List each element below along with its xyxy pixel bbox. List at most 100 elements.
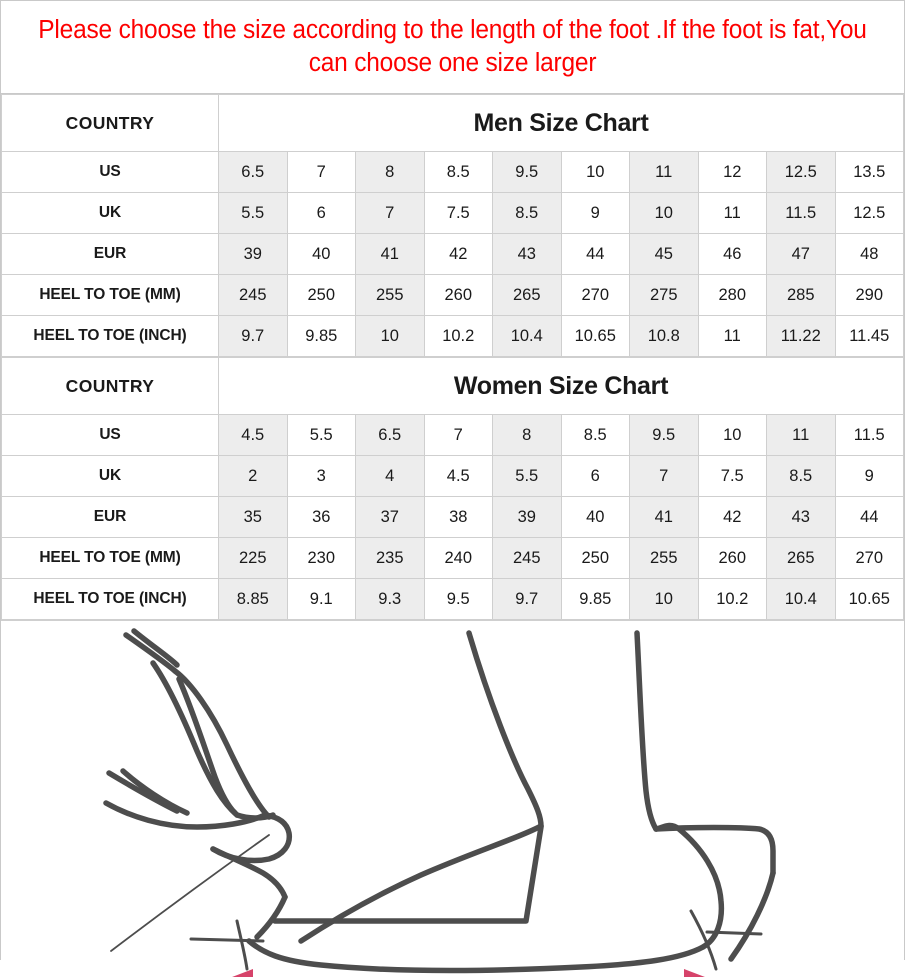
table-cell: 10 [697,414,767,456]
foot-diagram-svg: Foot Lenght [103,628,776,977]
table-cell: 5.5 [218,192,288,234]
table-cell: 10.8 [629,315,699,357]
table-cell: 8 [492,414,562,456]
row-label-us: US [1,414,219,456]
table-cell: 43 [492,233,562,275]
table-cell: 5.5 [286,414,356,456]
row-label-eur: EUR [1,496,219,538]
table-cell: 290 [834,274,904,316]
table-cell: 9.7 [492,578,562,620]
table-cell: 6 [286,192,356,234]
table-cell: 10 [629,192,699,234]
row-label-eur: EUR [1,233,219,275]
table-cell: 6 [560,455,630,497]
table-cell: 8.5 [560,414,630,456]
men-table-header-row: COUNTRY Men Size Chart [1,94,904,152]
table-cell: 44 [560,233,630,275]
table-cell: 39 [218,233,288,275]
table-cell: 10.65 [560,315,630,357]
heel-back-slope [728,870,776,962]
table-cell: 35 [218,496,288,538]
table-cell: 260 [423,274,493,316]
table-cell: 8 [355,151,425,193]
table-row: US 4.5 5.5 6.5 7 8 8.5 9.5 10 11 11.5 [1,414,904,456]
table-cell: 42 [697,496,767,538]
knuckle-fold-2 [120,768,190,816]
hand-palm-edge [103,800,268,830]
finger-inner-crease [176,676,238,816]
table-cell: 6.5 [355,414,425,456]
table-cell: 11.5 [766,192,836,234]
table-cell: 44 [834,496,904,538]
table-cell: 265 [492,274,562,316]
women-size-table: COUNTRY Women Size Chart US 4.5 5.5 6.5 … [1,357,904,620]
table-cell: 5.5 [492,455,562,497]
table-cell: 10.2 [697,578,767,620]
table-cell: 225 [218,537,288,579]
table-cell: 12.5 [766,151,836,193]
table-cell: 260 [697,537,767,579]
index-finger-top [123,632,178,674]
table-cell: 9.5 [423,578,493,620]
table-cell: 10.4 [492,315,562,357]
table-cell: 9.5 [629,414,699,456]
men-size-table-body: COUNTRY Men Size Chart US 6.5 7 8 8.5 9.… [1,94,904,357]
row-label-uk: UK [1,455,219,497]
calf-back-outline [634,630,659,832]
table-cell: 230 [286,537,356,579]
table-cell: 48 [834,233,904,275]
table-cell: 39 [492,496,562,538]
ankle-counter-line [653,824,776,876]
table-cell: 245 [218,274,288,316]
table-cell: 9.85 [560,578,630,620]
row-label-heel-to-toe-mm: HEEL TO TOE (MM) [1,274,219,316]
table-cell: 280 [697,274,767,316]
row-label-us: US [1,151,219,193]
table-cell: 285 [766,274,836,316]
table-cell: 13.5 [834,151,904,193]
foot-top-shelf [272,824,544,924]
table-cell: 235 [355,537,425,579]
table-cell: 36 [286,496,356,538]
women-country-header: COUNTRY [1,357,219,415]
table-cell: 9 [560,192,630,234]
women-size-table-body: COUNTRY Women Size Chart US 4.5 5.5 6.5 … [1,357,904,620]
table-cell: 9.5 [492,151,562,193]
pointer-guide-line [110,834,270,952]
finger-upper-edge [172,668,272,820]
table-cell: 240 [423,537,493,579]
table-cell: 275 [629,274,699,316]
table-cell: 38 [423,496,493,538]
table-cell: 9.1 [286,578,356,620]
foot-measurement-diagram: Foot Lenght [1,620,904,978]
table-cell: 10.2 [423,315,493,357]
table-cell: 12 [697,151,767,193]
shin-front-outline [466,630,544,829]
heel-tick-horizontal [705,930,763,936]
table-cell: 4 [355,455,425,497]
row-label-heel-to-toe-inch: HEEL TO TOE (INCH) [1,315,219,357]
table-row: US 6.5 7 8 8.5 9.5 10 11 12 12.5 13.5 [1,151,904,193]
row-label-heel-to-toe-mm: HEEL TO TOE (MM) [1,537,219,579]
table-cell: 10 [629,578,699,620]
table-row: UK 5.5 6 7 7.5 8.5 9 10 11 11.5 12.5 [1,192,904,234]
table-cell: 3 [286,455,356,497]
table-cell: 41 [355,233,425,275]
table-cell: 11 [629,151,699,193]
table-cell: 42 [423,233,493,275]
table-cell: 10 [560,151,630,193]
table-cell: 8.5 [766,455,836,497]
table-cell: 10 [355,315,425,357]
table-cell: 270 [834,537,904,579]
men-country-header: COUNTRY [1,94,219,152]
table-cell: 7.5 [697,455,767,497]
table-cell: 270 [560,274,630,316]
table-cell: 7.5 [423,192,493,234]
table-cell: 255 [629,537,699,579]
table-cell: 7 [286,151,356,193]
table-cell: 40 [286,233,356,275]
table-cell: 10.4 [766,578,836,620]
table-cell: 265 [766,537,836,579]
table-cell: 7 [629,455,699,497]
